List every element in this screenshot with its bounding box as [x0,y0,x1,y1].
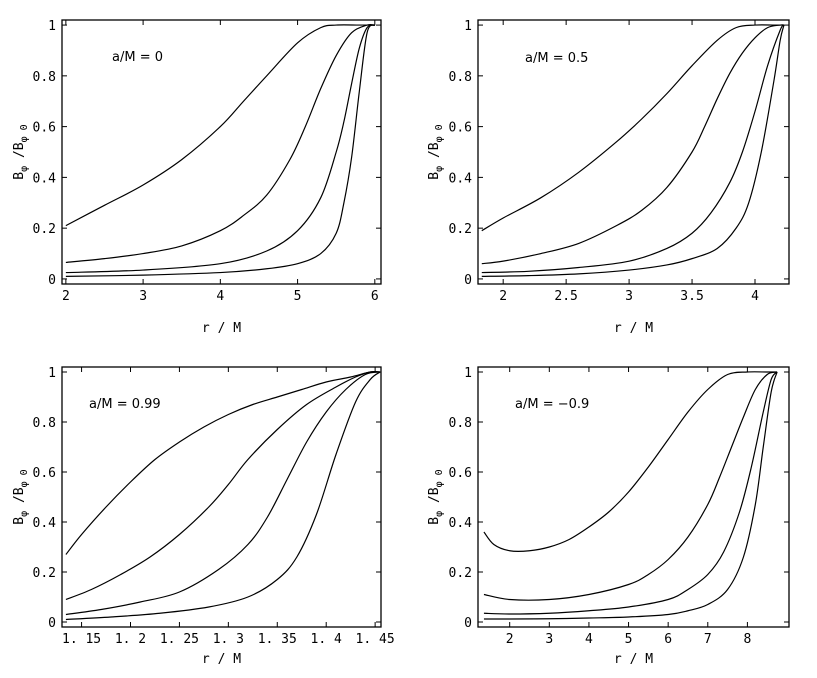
y-axis-label: Bφ /Bφ 0 [427,124,445,179]
y-tick-label: 0.2 [449,566,472,581]
x-tick-label: 1. 35 [258,632,297,647]
x-tick-label: 7 [704,632,712,647]
x-tick-label: 1. 3 [213,632,244,647]
series-line-4 [65,24,376,277]
y-tick-label: 0.4 [449,516,473,531]
series-line-2 [65,23,375,264]
y-tick-label: 0.2 [449,222,472,237]
y-axis-label: Bφ /Bφ 0 [12,124,30,179]
y-tick-label: 0.4 [33,516,57,531]
series-line-1 [65,24,375,227]
x-tick-label: 4 [751,289,759,304]
x-tick-label: 1. 2 [115,632,146,647]
x-tick-label: 4 [216,289,224,304]
spin-annotation: a/M = 0.99 [89,397,161,412]
spin-annotation: a/M = −0.9 [515,397,589,412]
y-tick-label: 0.4 [449,171,473,186]
y-tick-label: 0.8 [449,70,472,85]
series-line-4 [65,371,381,621]
x-tick-label: 3 [139,289,147,304]
y-axis-label: Bφ /Bφ 0 [427,469,445,524]
x-tick-label: 6 [664,632,672,647]
y-tick-label: 0.6 [33,121,56,136]
y-tick-label: 1 [464,366,472,381]
x-tick-label: 2 [62,289,70,304]
y-tick-label: 0.2 [33,566,56,581]
y-tick-label: 0 [48,273,56,288]
series-line-3 [65,371,381,616]
series-line-3 [483,371,778,615]
series-line-3 [481,24,785,274]
x-tick-label: 1. 4 [311,632,342,647]
chart-panel-3: 1. 15 1. 2 1. 25 1. 3 1. 35 1. 4 1. 45 0 0.2 0.4 0… [12,366,395,667]
plot-frame [61,19,382,285]
y-tick-label: 1 [464,19,472,34]
series-line-3 [65,24,376,274]
x-tick-label: 4 [585,632,593,647]
x-tick-label: 1. 25 [160,632,199,647]
y-tick-label: 0 [464,273,472,288]
chart-panel-1: 2 3 4 5 6 0 0.2 0.4 0.6 0.8 1 r / M Bφ /Bφ 0 a/M = 0 [12,19,382,336]
plot-frame [477,19,790,285]
series-line-2 [481,24,785,265]
x-tick-label: 1. 15 [62,632,101,647]
y-axis-label: Bφ /Bφ 0 [12,469,30,524]
series-line-1 [65,371,381,555]
x-tick-label: 1. 45 [356,632,395,647]
series-line-4 [481,24,785,277]
x-tick-label: 2 [506,632,514,647]
chart-panel-4: 2 3 4 5 6 7 8 0 0.2 0.4 0.6 0.8 1 r / M Bφ /Bφ 0 a/M = … [427,366,790,667]
y-tick-label: 0.8 [449,416,472,431]
x-tick-label: 5 [625,632,633,647]
x-axis-label: r / M [614,321,653,336]
series-line-2 [483,371,778,601]
series-line-2 [65,371,381,601]
plot-frame [477,366,790,628]
x-tick-label: 2.5 [554,289,577,304]
x-tick-label: 3 [545,632,553,647]
chart-panel-2: 2 2.5 3 3.5 4 0 0.2 0.4 0.6 0.8 1 r / M Bφ /Bφ 0 a/M … [427,19,790,336]
y-tick-label: 0.8 [33,70,56,85]
spin-annotation: a/M = 0.5 [525,51,588,66]
y-tick-label: 0 [464,616,472,631]
y-tick-label: 1 [48,19,56,34]
y-tick-label: 0.4 [33,171,57,186]
series-line-1 [483,371,778,552]
plot-frame [61,366,382,628]
spin-annotation: a/M = 0 [112,50,163,65]
y-tick-label: 0.6 [33,466,56,481]
x-axis-label: r / M [202,652,241,667]
x-tick-label: 3 [625,289,633,304]
y-tick-label: 1 [48,366,56,381]
x-tick-label: 8 [743,632,751,647]
y-tick-label: 0.8 [33,416,56,431]
y-tick-label: 0.6 [449,466,472,481]
y-tick-label: 0 [48,616,56,631]
y-tick-label: 0.6 [449,121,472,136]
series-line-1 [481,24,784,232]
series-line-4 [483,371,778,620]
x-tick-label: 5 [294,289,302,304]
x-axis-label: r / M [202,321,241,336]
y-tick-label: 0.2 [33,222,56,237]
x-tick-label: 2 [499,289,507,304]
x-tick-label: 6 [371,289,379,304]
x-axis-label: r / M [614,652,653,667]
x-tick-label: 3.5 [680,289,703,304]
